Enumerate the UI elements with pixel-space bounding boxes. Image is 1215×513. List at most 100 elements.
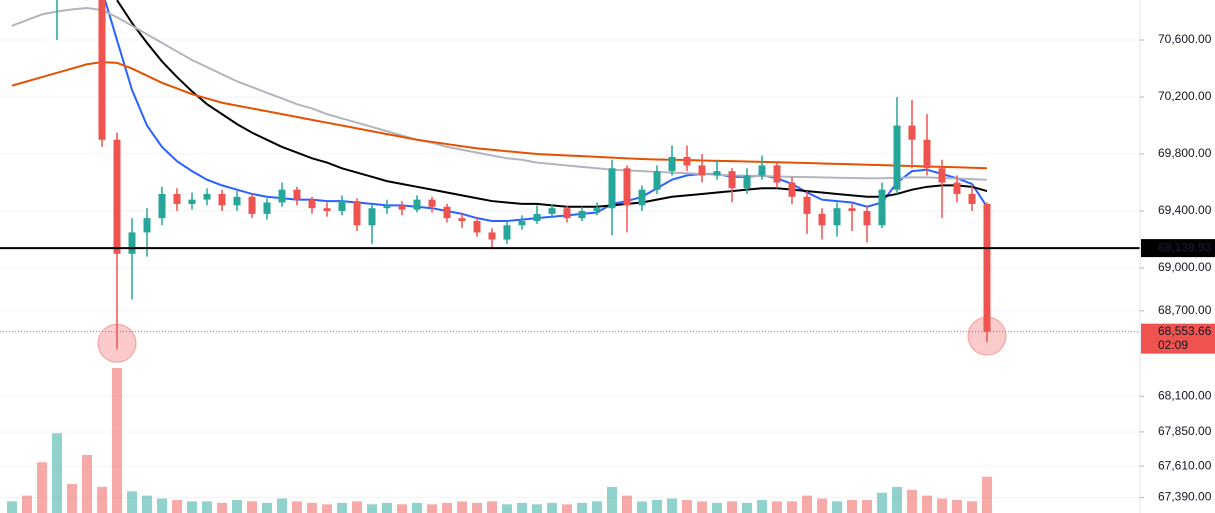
volume-bar	[232, 499, 242, 513]
volume-bar	[682, 499, 692, 513]
volume-bar	[67, 484, 77, 513]
volume-bar	[382, 502, 392, 513]
candle-body	[623, 168, 631, 206]
last-price-label: 68,553.66	[1158, 324, 1212, 338]
candle-body	[413, 199, 421, 210]
volume-bar	[277, 498, 287, 513]
volume-bar	[877, 492, 887, 513]
volume-bar	[742, 502, 752, 513]
volume-bar	[457, 501, 467, 513]
candle-body	[893, 125, 901, 190]
volume-bar	[667, 498, 677, 513]
y-tick-label: 67,390.00	[1158, 490, 1212, 504]
candle-body	[443, 206, 451, 219]
candle-body	[773, 165, 781, 183]
volume-bar	[97, 486, 107, 513]
volume-bar	[412, 502, 422, 513]
y-tick-label: 69,800.00	[1158, 146, 1212, 160]
volume-bar	[772, 501, 782, 513]
candle-body	[908, 125, 916, 140]
candle-body	[428, 199, 436, 207]
candle-body	[488, 232, 496, 240]
y-tick-label: 69,000.00	[1158, 260, 1212, 274]
volume-bar	[427, 504, 437, 513]
volume-bar	[697, 501, 707, 513]
candle-body	[308, 199, 316, 209]
volume-bar	[187, 501, 197, 513]
candle-body	[818, 213, 826, 226]
candle-body	[683, 156, 691, 166]
volume-bar	[952, 499, 962, 513]
volume-bar	[517, 502, 527, 513]
candle-body	[338, 201, 346, 212]
volume-bar	[202, 501, 212, 513]
candle-body	[533, 213, 541, 222]
volume-bar	[127, 491, 137, 513]
volume-bar	[607, 486, 617, 513]
volume-bar	[112, 368, 122, 513]
volume-bar	[652, 499, 662, 513]
candle-body	[458, 218, 466, 222]
candle-body	[398, 205, 406, 210]
candle-body	[578, 211, 586, 219]
candle-body	[203, 193, 211, 200]
volume-bar	[802, 495, 812, 513]
candle-body	[473, 221, 481, 233]
y-tick-label: 67,850.00	[1158, 424, 1212, 438]
candle-body	[173, 193, 181, 204]
volume-bar	[262, 502, 272, 513]
grid	[0, 39, 1140, 498]
volume-bar	[562, 504, 572, 513]
volume-bar	[337, 502, 347, 513]
volume-bar	[52, 433, 62, 513]
volume-bar	[82, 455, 92, 513]
volume-bar	[967, 501, 977, 513]
candle-body	[923, 139, 931, 169]
candle-body	[323, 208, 331, 212]
candle-body	[938, 168, 946, 183]
candle-body	[548, 208, 556, 214]
volume-bar	[247, 501, 257, 513]
candle-body	[608, 168, 616, 209]
candle-body	[353, 201, 361, 226]
candle-body	[263, 202, 271, 214]
candle-body	[188, 199, 196, 204]
volume-bar	[892, 486, 902, 513]
volume-bar	[787, 501, 797, 513]
volume-bar	[22, 495, 32, 513]
candle-body	[638, 189, 646, 206]
volume-bar	[907, 489, 917, 513]
volume-bar	[547, 502, 557, 513]
volume-bar	[307, 502, 317, 513]
volume-bar	[937, 498, 947, 513]
candle-body	[983, 203, 991, 332]
volume-bar	[847, 499, 857, 513]
candle-body	[113, 139, 121, 254]
y-tick-label: 68,700.00	[1158, 303, 1212, 317]
volume-bar	[862, 499, 872, 513]
y-tick-label: 67,610.00	[1158, 458, 1212, 472]
volume-bar	[487, 501, 497, 513]
price-line-label: 69,139.93	[1158, 240, 1212, 254]
volume-bar	[292, 501, 302, 513]
volume-bar	[397, 504, 407, 513]
candle-body	[503, 225, 511, 240]
volume-bar	[532, 504, 542, 513]
highlight-circle	[967, 316, 1007, 356]
candle-body	[668, 156, 676, 172]
volume-bar	[502, 504, 512, 513]
volume-bar	[352, 501, 362, 513]
candle-body	[563, 208, 571, 219]
candle-body	[383, 205, 391, 209]
y-tick-label: 70,200.00	[1158, 89, 1212, 103]
candle-body	[653, 171, 661, 190]
candle-body	[593, 208, 601, 212]
plot-area	[0, 0, 1140, 513]
last-price-tag	[1141, 323, 1215, 354]
candle-body	[833, 208, 841, 226]
volume-bar	[922, 495, 932, 513]
volume-bar	[472, 502, 482, 513]
candle-body	[758, 165, 766, 176]
